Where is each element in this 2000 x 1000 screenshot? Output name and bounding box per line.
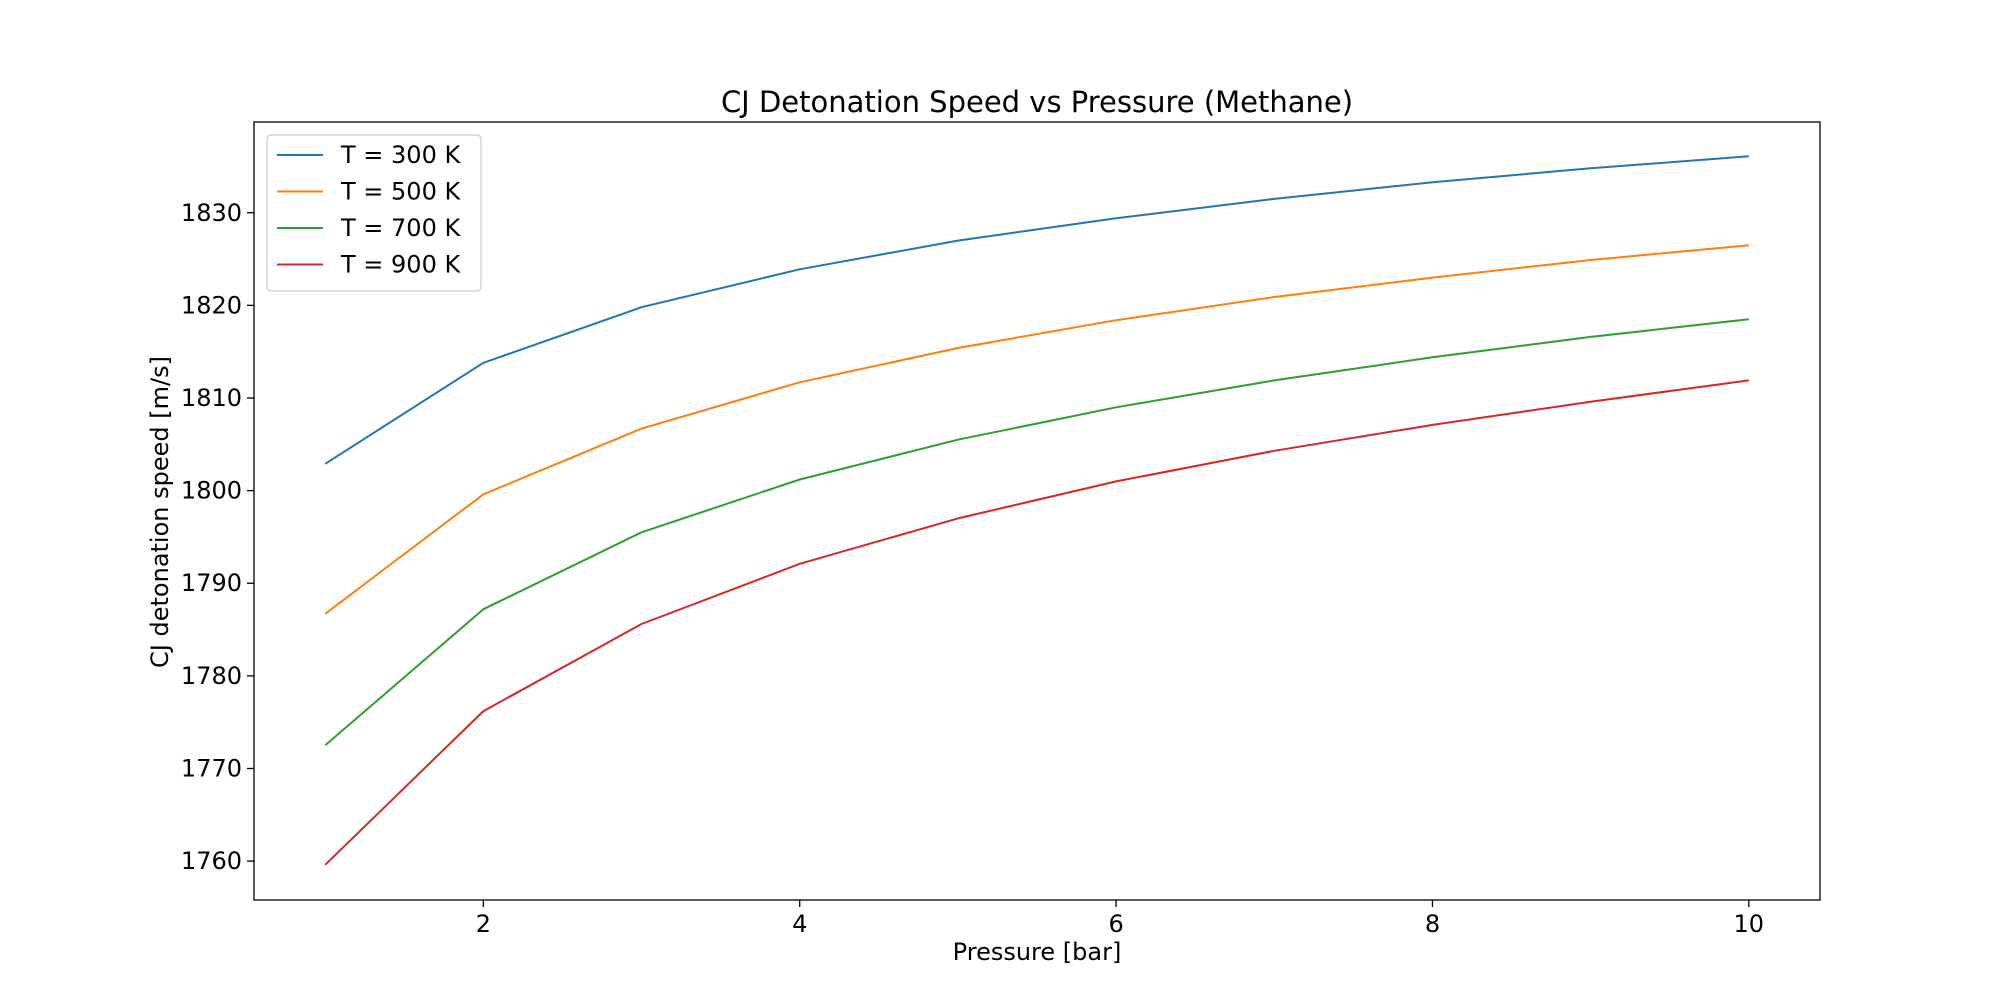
x-axis-label: Pressure [bar]	[953, 938, 1122, 966]
x-tick-label: 4	[792, 910, 807, 938]
series-line-3	[324, 318, 1749, 747]
series-layer	[324, 155, 1749, 866]
y-axis-ticks: 1760 1770 1780 1790 1800 1810 1820 1830	[181, 199, 254, 875]
x-tick-label: 6	[1108, 910, 1123, 938]
chart-title: CJ Detonation Speed vs Pressure (Methane…	[721, 85, 1353, 119]
x-axis-ticks: 2 4 6 8 10	[476, 900, 1764, 938]
y-tick-label: 1760	[181, 847, 242, 875]
series-line-2	[324, 244, 1749, 615]
x-tick-label: 2	[476, 910, 491, 938]
x-tick-label: 8	[1425, 910, 1440, 938]
y-axis-label: CJ detonation speed [m/s]	[146, 356, 174, 668]
series-line-4	[324, 379, 1749, 866]
y-tick-label: 1830	[181, 199, 242, 227]
legend-label-4: T = 900 K	[340, 251, 461, 279]
legend-box	[266, 134, 482, 292]
y-tick-label: 1770	[181, 754, 242, 782]
y-tick-label: 1800	[181, 477, 242, 505]
y-tick-label: 1820	[181, 291, 242, 319]
y-tick-label: 1790	[181, 569, 242, 597]
series-line-1	[324, 155, 1749, 465]
y-tick-label: 1780	[181, 662, 242, 690]
plot-area-frame	[253, 121, 1821, 901]
y-tick-label: 1810	[181, 384, 242, 412]
legend-label-3: T = 700 K	[340, 214, 461, 242]
legend-label-2: T = 500 K	[340, 178, 461, 206]
x-tick-label: 10	[1734, 910, 1765, 938]
legend: T = 300 K T = 500 K T = 700 K T = 900 K	[266, 134, 482, 292]
legend-label-1: T = 300 K	[340, 141, 461, 169]
